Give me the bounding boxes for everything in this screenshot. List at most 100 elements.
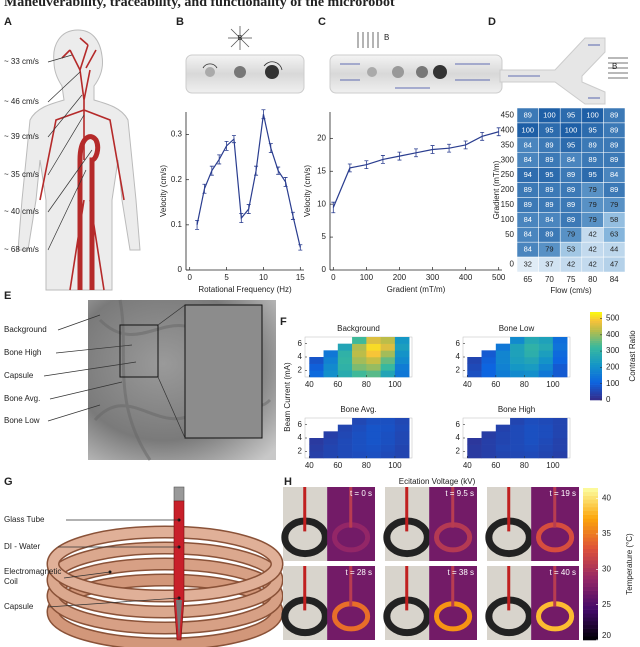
- y-tick-label: 0.2: [171, 175, 183, 184]
- time-label: t = 0 s: [350, 489, 372, 498]
- heatmap-cell: [538, 370, 554, 378]
- heatmap-cell: [495, 350, 511, 358]
- data-line: [332, 131, 499, 208]
- time-label: t = 19 s: [550, 489, 576, 498]
- heatmap-cell: [524, 431, 539, 439]
- colorbar-tick-label: 500: [606, 314, 620, 323]
- heatmap-cell: [538, 438, 554, 445]
- x-tick-label: 80: [588, 275, 597, 284]
- colorbar-segment: [583, 537, 598, 542]
- heatmap-cell: [510, 438, 525, 445]
- heatmap-cell: [467, 363, 482, 371]
- coil-illustration: [46, 486, 284, 647]
- heatmap-cell: [309, 444, 324, 452]
- colorbar-tick-label: 100: [606, 379, 620, 388]
- cell-label: 89: [524, 200, 532, 209]
- colorbar-segment: [583, 609, 598, 614]
- y-tick-label: 0: [510, 260, 515, 269]
- cell-label: 100: [565, 125, 578, 134]
- y-tick-label: 50: [505, 230, 514, 239]
- time-label: t = 38 s: [448, 568, 474, 577]
- heatmap-cell: [394, 418, 410, 425]
- heatmap-cell: [510, 370, 525, 378]
- colorbar-segment: [590, 331, 602, 335]
- heatmap-cell: [309, 357, 324, 364]
- colorbar-segment: [590, 320, 602, 324]
- heatmap-cell: [366, 337, 381, 344]
- heatmap-cell: [380, 350, 396, 358]
- heatmap-cell: [524, 418, 539, 425]
- colorbar-segment: [583, 602, 598, 607]
- colorbar-tick-label: 35: [602, 529, 611, 538]
- colorbar-segment: [590, 323, 602, 326]
- y-tick-label: 2: [456, 365, 461, 374]
- velocity-label: ~ 35 cm/s: [4, 170, 39, 179]
- colorbar-segment: [590, 351, 602, 355]
- velocity-label: ~ 39 cm/s: [4, 132, 39, 141]
- y-tick-label: 300: [501, 155, 515, 164]
- cell-label: 79: [588, 185, 596, 194]
- heatmap-cell: [467, 444, 482, 452]
- cell-label: 89: [524, 110, 532, 119]
- heatmap-cell: [352, 438, 367, 445]
- heatmap-cell: [352, 357, 367, 364]
- heatmap-cell: [495, 438, 511, 445]
- heatmap-cell: [394, 438, 410, 445]
- heatmap-cell: [309, 363, 324, 371]
- colorbar-segment: [583, 529, 598, 534]
- y-tick-label: 450: [501, 111, 515, 120]
- x-tick-label: 400: [459, 273, 473, 282]
- x-tick-label: 40: [463, 380, 472, 389]
- colorbar-segment: [583, 518, 598, 523]
- cell-label: 89: [545, 230, 553, 239]
- x-tick-label: 100: [360, 273, 374, 282]
- heatmap-cell: [481, 363, 497, 371]
- heatmap-cell: [552, 431, 568, 439]
- x-tick-label: 80: [520, 380, 529, 389]
- colorbar-segment: [590, 327, 602, 330]
- colorbar-segment: [590, 380, 602, 383]
- panel-label: G: [4, 476, 13, 488]
- map-title: Bone High: [498, 405, 535, 414]
- colorbar-segment: [583, 556, 598, 561]
- error-bar: [217, 154, 222, 165]
- coil-label: Glass Tube: [4, 515, 45, 524]
- colorbar-segment: [583, 488, 598, 493]
- body-illustration: [17, 29, 141, 291]
- colorbar-segment: [583, 567, 598, 572]
- heatmap-cell: [394, 343, 410, 351]
- colorbar-segment: [583, 571, 598, 576]
- colorbar-segment: [583, 510, 598, 515]
- heatmap-cell: [337, 451, 353, 459]
- heatmap-cell: [380, 444, 396, 452]
- heatmap-cell: [524, 363, 539, 371]
- panel-label: F: [280, 316, 287, 328]
- cell-label: 79: [588, 215, 596, 224]
- error-bar: [195, 219, 200, 230]
- colorbar-segment: [590, 329, 602, 333]
- colorbar-segment: [590, 378, 602, 381]
- cell-label: 89: [610, 125, 618, 134]
- error-bar: [276, 166, 281, 175]
- y-tick-label: 0: [322, 265, 327, 274]
- heatmap-cell: [552, 343, 568, 351]
- coil-label: Capsule: [4, 602, 34, 611]
- colorbar-segment: [583, 507, 598, 512]
- heatmap-cell: [380, 451, 396, 459]
- x-axis-label: Ecitation Voltage (kV): [399, 477, 476, 486]
- y-tick-label: 6: [456, 339, 461, 348]
- region-label: Bone Low: [4, 416, 40, 425]
- heatmap-cell: [552, 418, 568, 425]
- field-label: B: [612, 62, 617, 71]
- heatmap-cell: [352, 424, 367, 432]
- heatmap-cell: [352, 350, 367, 358]
- cell-label: 89: [545, 185, 553, 194]
- colorbar-segment: [583, 632, 598, 637]
- heatmap-cell: [524, 424, 539, 432]
- y-tick-label: 2: [298, 365, 303, 374]
- y-axis-label: Velocity (cm/s): [303, 165, 312, 217]
- colorbar-tick-label: 300: [606, 346, 620, 355]
- colorbar-segment: [590, 397, 602, 401]
- heatmap-cell: [337, 350, 353, 358]
- error-bar: [447, 143, 452, 153]
